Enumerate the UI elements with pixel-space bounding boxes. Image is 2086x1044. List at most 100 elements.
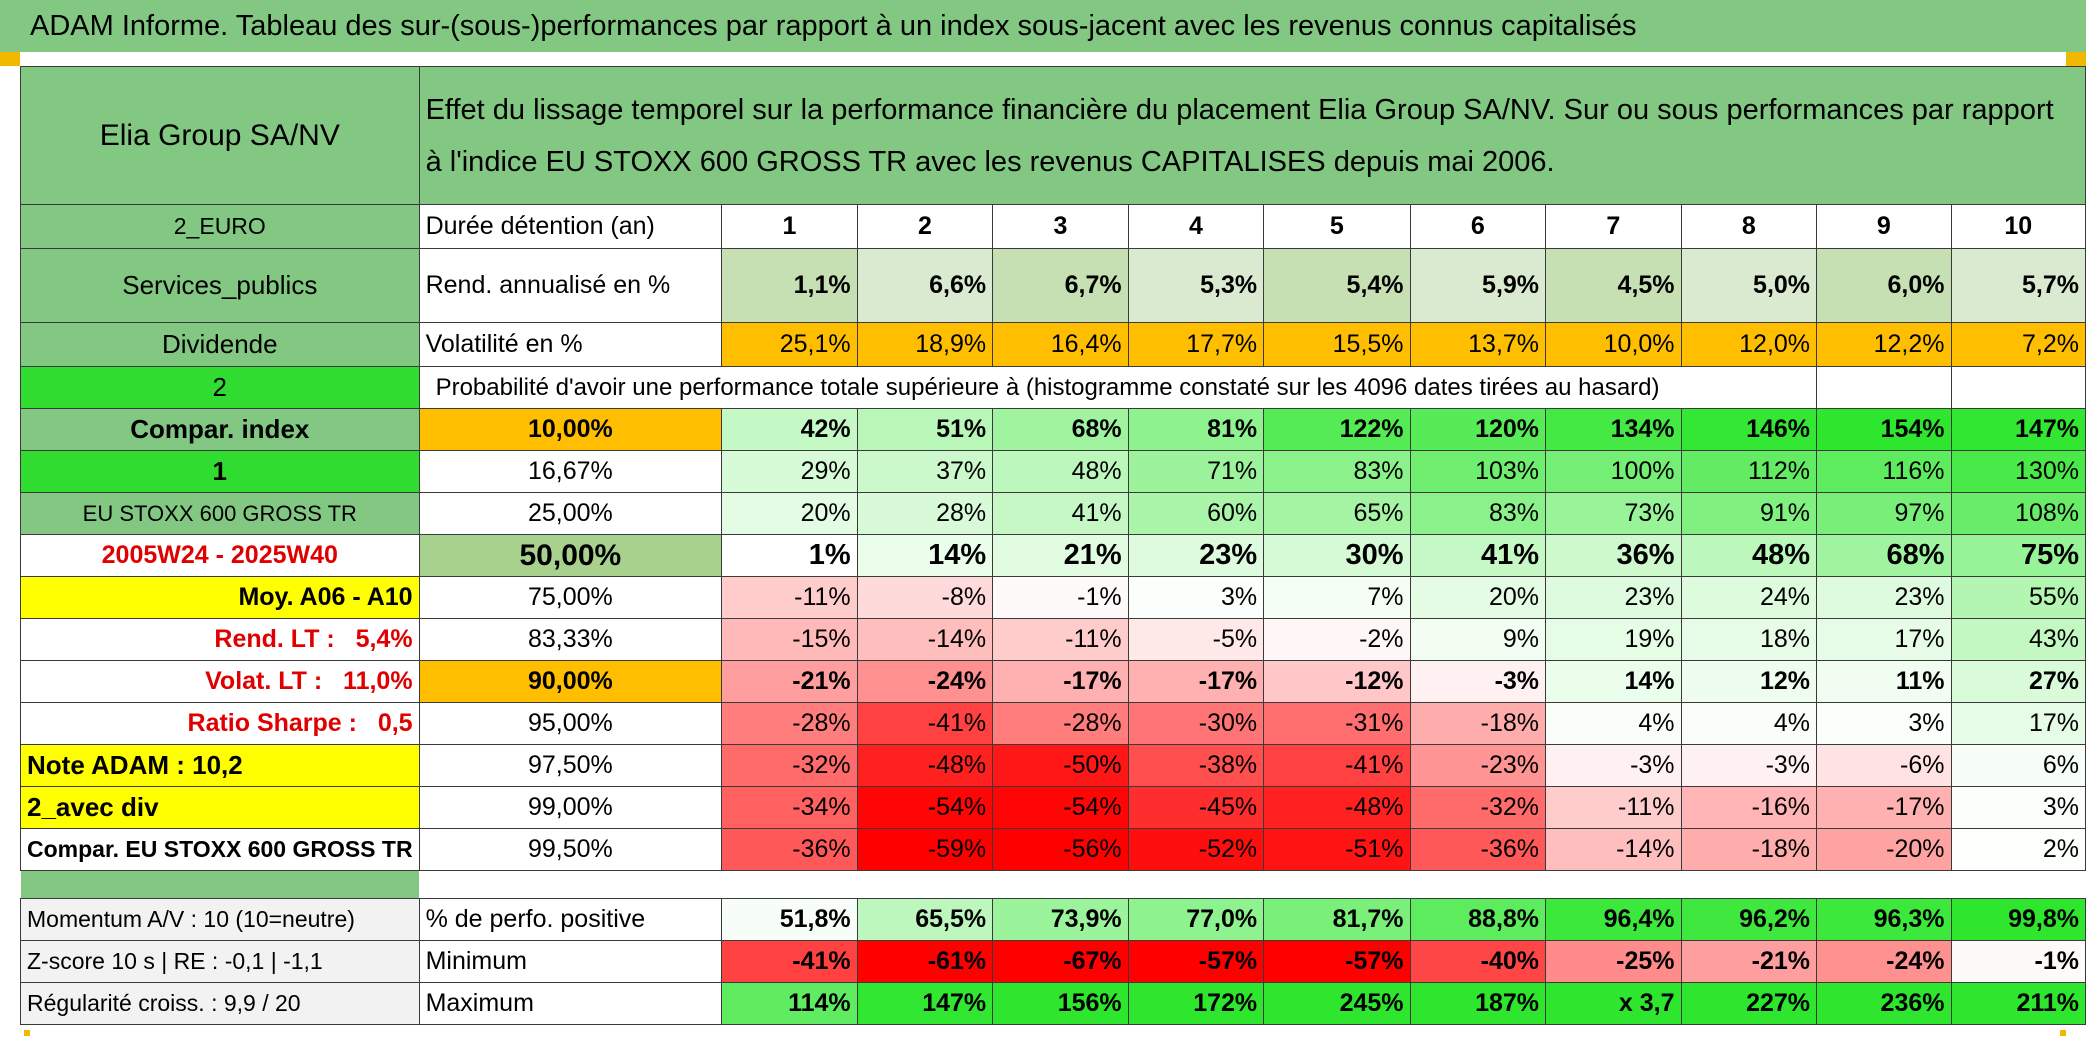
percentile-value: 29% [721,450,858,493]
percentile-value: -11% [992,618,1129,661]
left-label-volat-lt: Volat. LT : 11,0% [20,660,420,703]
volat-value: 7,2% [1950,322,2086,367]
percentile-value: 6% [1950,744,2086,787]
left-label-moy: Moy. A06 - A10 [20,576,420,619]
separator-cell [20,870,420,899]
separator-cell [722,871,858,899]
percentile-value: 36% [1545,534,1682,577]
percentile-value: 14% [856,534,994,577]
percentile-value: -50% [992,744,1129,787]
year-header: 5 [1263,204,1411,249]
asset-name: Elia Group SA/NV [20,66,420,205]
percentile-value: -3% [1545,744,1682,787]
currency-label: 2_EURO [20,204,420,249]
percentile-value: 103% [1409,450,1547,493]
percentile-value: 3% [1816,702,1952,745]
volat-value: 25,1% [721,322,858,367]
percentile-value: -3% [1680,744,1818,787]
percentile-value: -45% [1127,786,1265,829]
stat-value-maximum: 245% [1263,982,1411,1025]
percentile-value: 71% [1127,450,1265,493]
percentile-value: 134% [1545,408,1682,451]
corner-marker [2066,52,2086,66]
separator-cell [1681,871,1817,899]
rend-value: 4,5% [1545,248,1682,323]
left-label-regularite: Régularité croiss. : 9,9 / 20 [20,982,420,1025]
percentile-value: -34% [721,786,858,829]
stat-value-minimum: -57% [1127,940,1265,983]
percentile-value: 20% [721,492,858,535]
percentile-value: -8% [856,576,994,619]
percentile-value: -31% [1263,702,1411,745]
percentile-value: 4% [1680,702,1818,745]
percentile-value: -11% [721,576,858,619]
percentile-value: 1% [721,534,858,577]
percentile-value: 37% [856,450,994,493]
percentile-value: -52% [1127,828,1265,871]
stat-value-minimum: -41% [721,940,858,983]
percentile-threshold: 97,50% [418,744,723,787]
rend-value: 6,0% [1816,248,1952,323]
left-label-compar-full: Compar. EU STOXX 600 GROSS TR [20,828,420,871]
volat-value: 16,4% [992,322,1129,367]
stat-value-positive: 96,4% [1545,898,1682,941]
percentile-value: 11% [1816,660,1952,703]
rend-label: Rend. annualisé en % [418,248,723,323]
percentile-value: -15% [721,618,858,661]
corner-marker [0,52,20,66]
separator-cell [1410,871,1546,899]
separator-cell [993,871,1129,899]
stat-value-minimum: -1% [1950,940,2086,983]
percentile-value: -11% [1545,786,1682,829]
stat-value-positive: 51,8% [721,898,858,941]
left-label-compar-index: Compar. index [20,408,420,451]
percentile-value: -23% [1409,744,1547,787]
stat-value-maximum: 211% [1950,982,2086,1025]
stat-value-positive: 65,5% [856,898,994,941]
stat-value-maximum: 187% [1409,982,1547,1025]
percentile-value: 3% [1950,786,2086,829]
percentile-value: -59% [856,828,994,871]
percentile-value: 112% [1680,450,1818,493]
stat-value-positive: 73,9% [992,898,1129,941]
stat-value-minimum: -67% [992,940,1129,983]
rend-value: 5,3% [1127,248,1265,323]
year-header: 9 [1816,204,1952,249]
left-label-momentum: Momentum A/V : 10 (10=neutre) [20,898,420,941]
volat-value: 15,5% [1263,322,1411,367]
percentile-value: 23% [1545,576,1682,619]
percentile-value: 14% [1545,660,1682,703]
percentile-value: 100% [1545,450,1682,493]
description-line2: à l'indice EU STOXX 600 GROSS TR avec le… [425,145,1555,178]
left-label-zscore: Z-score 10 s | RE : -0,1 | -1,1 [20,940,420,983]
left-label-num1: 1 [20,450,420,493]
empty-cell [1816,366,1952,409]
percentile-threshold: 83,33% [418,618,723,661]
percentile-value: -28% [992,702,1129,745]
rend-value: 1,1% [721,248,858,323]
left-label-index-name: EU STOXX 600 GROSS TR [20,492,420,535]
percentile-value: 2% [1950,828,2086,871]
percentile-value: 68% [992,408,1129,451]
separator-cell [857,871,993,899]
percentile-value: 147% [1950,408,2086,451]
percentile-threshold: 99,00% [418,786,723,829]
year-header: 7 [1545,204,1682,249]
separator-cell [1128,871,1264,899]
percentile-value: 20% [1409,576,1547,619]
stat-value-positive: 96,3% [1816,898,1952,941]
percentile-value: 73% [1545,492,1682,535]
percentile-value: 41% [1409,534,1547,577]
percentile-threshold: 99,50% [418,828,723,871]
percentile-value: 48% [992,450,1129,493]
sector-label: Services_publics [20,248,420,323]
percentile-value: 60% [1127,492,1265,535]
stat-value-maximum: 236% [1816,982,1952,1025]
year-header: 2 [856,204,994,249]
percentile-value: 27% [1950,660,2086,703]
separator-cell [419,871,722,899]
percentile-value: 24% [1680,576,1818,619]
percentile-value: -24% [856,660,994,703]
percentile-value: -54% [992,786,1129,829]
stat-label-maximum: Maximum [418,982,723,1025]
